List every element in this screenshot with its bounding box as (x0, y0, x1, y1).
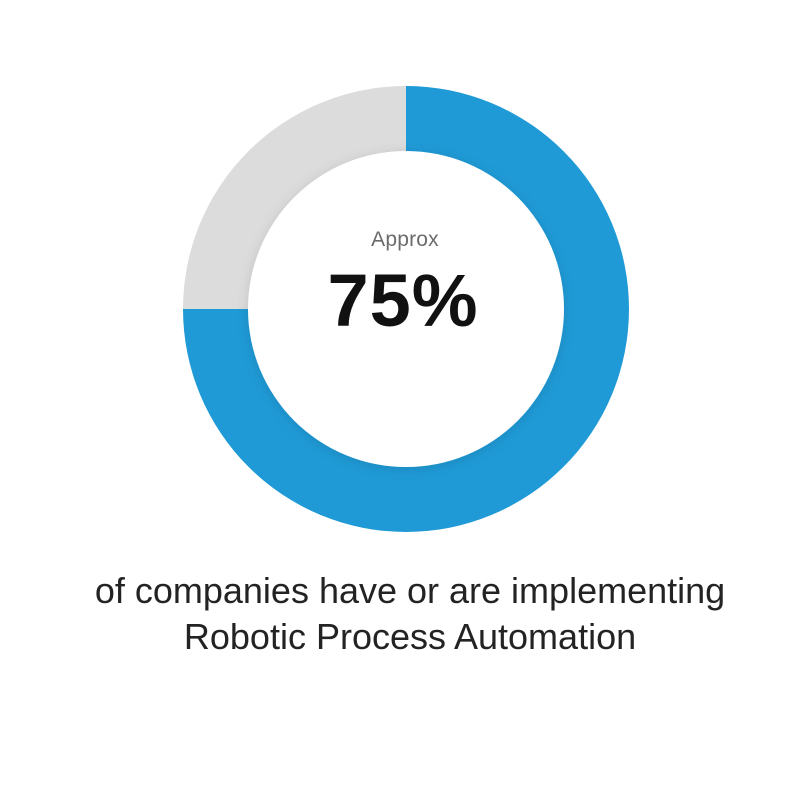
donut-hole (248, 151, 564, 467)
center-value: 75% (327, 259, 479, 342)
donut-chart (183, 86, 629, 532)
caption: of companies have or are implementing Ro… (94, 570, 726, 657)
center-label: Approx (371, 228, 439, 251)
